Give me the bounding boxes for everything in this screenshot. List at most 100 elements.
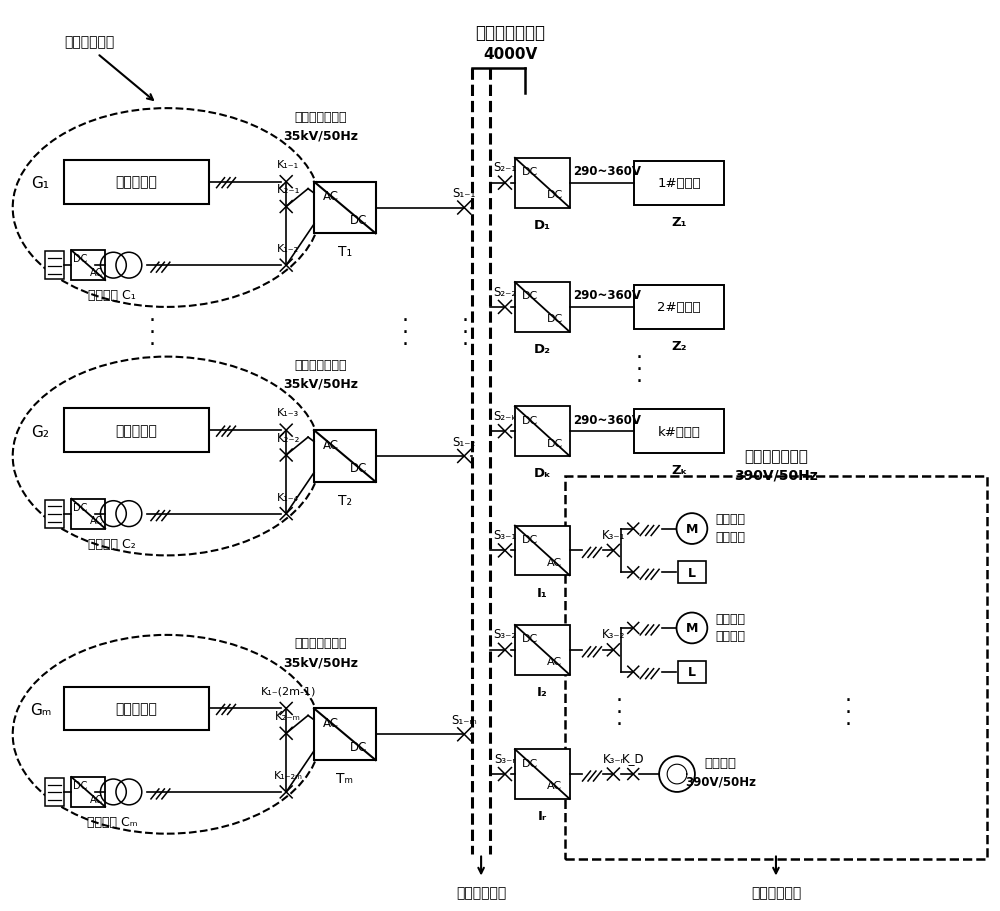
Text: ·: · (636, 348, 643, 368)
Bar (634, 286, 724, 330)
Bar (515, 750, 570, 799)
Text: 低压交流网络: 低压交流网络 (751, 885, 801, 899)
Text: 中压交流子网: 中压交流子网 (64, 36, 115, 49)
Bar (71, 251, 105, 281)
Text: K₁₋₄: K₁₋₄ (277, 492, 299, 502)
Text: AC: AC (89, 793, 103, 804)
Bar (71, 499, 105, 529)
Bar (515, 159, 570, 209)
Text: ·: · (636, 372, 643, 392)
Text: AC: AC (547, 558, 562, 568)
Text: T₁: T₁ (338, 245, 352, 259)
Bar (45, 252, 64, 280)
Text: 新能源场站: 新能源场站 (116, 424, 157, 437)
Text: I₁: I₁ (537, 586, 548, 599)
Text: M: M (686, 523, 698, 536)
Bar (64, 409, 209, 453)
Text: 备用电源: 备用电源 (705, 756, 737, 769)
Text: 390V/50Hz: 390V/50Hz (685, 774, 756, 788)
Text: S₃₋₁: S₃₋₁ (493, 528, 517, 541)
Text: 290~360V: 290~360V (573, 414, 641, 426)
Text: K₂₋ₘ: K₂₋ₘ (275, 709, 301, 722)
Text: 低压交流配电板: 低压交流配电板 (744, 449, 808, 464)
Text: 用电负载: 用电负载 (716, 630, 746, 642)
Bar (515, 407, 570, 456)
Text: K₃₋₂: K₃₋₂ (602, 628, 625, 640)
Text: Z₁: Z₁ (671, 216, 687, 229)
Text: L: L (688, 566, 696, 579)
Text: 390V/50Hz: 390V/50Hz (734, 468, 818, 482)
Text: S₁₋ₘ: S₁₋ₘ (451, 713, 477, 726)
Text: DC: DC (547, 189, 563, 200)
Text: AC: AC (89, 268, 103, 278)
Text: S₃₋ᵣ: S₃₋ᵣ (494, 752, 516, 765)
Text: K₁₋₂: K₁₋₂ (277, 244, 299, 254)
Bar (71, 777, 105, 807)
Text: ·: · (148, 322, 155, 343)
Text: T₂: T₂ (338, 493, 352, 507)
Bar (45, 778, 64, 806)
Text: ·: · (616, 714, 623, 734)
Text: Tₘ: Tₘ (336, 772, 353, 785)
Text: ·: · (845, 702, 852, 722)
Text: DC: DC (73, 254, 88, 264)
Bar (634, 410, 724, 454)
Bar (314, 182, 376, 234)
Text: 290~360V: 290~360V (573, 289, 641, 302)
Text: DC: DC (350, 214, 368, 227)
Text: S₂₋ₖ: S₂₋ₖ (493, 409, 517, 423)
Text: DC: DC (350, 740, 368, 752)
Text: 储能装置 C₂: 储能装置 C₂ (88, 537, 136, 550)
Text: DC: DC (73, 780, 88, 790)
Bar (314, 431, 376, 482)
Text: AC: AC (547, 781, 562, 791)
Text: DC: DC (350, 462, 368, 475)
Text: 辅助生产: 辅助生产 (716, 612, 746, 625)
Text: I₂: I₂ (537, 685, 548, 699)
Text: DC: DC (522, 535, 538, 545)
Bar (64, 160, 209, 204)
Text: AC: AC (323, 189, 339, 203)
Text: DC: DC (522, 758, 538, 768)
Text: ·: · (148, 334, 155, 354)
Text: ·: · (462, 334, 469, 354)
Text: ·: · (462, 311, 469, 331)
Text: K₂₋₂: K₂₋₂ (276, 431, 300, 445)
Bar (314, 709, 376, 761)
Bar (45, 500, 64, 528)
Text: 新能源场站: 新能源场站 (116, 176, 157, 189)
Text: k#电解槽: k#电解槽 (658, 425, 700, 438)
Text: K_D: K_D (622, 751, 645, 763)
Bar (64, 687, 209, 731)
Text: S₂₋₂: S₂₋₂ (493, 285, 517, 298)
Text: G₂: G₂ (32, 425, 50, 439)
Text: 中压交流配电板: 中压交流配电板 (295, 110, 347, 124)
Text: DC: DC (547, 314, 563, 324)
Text: Zₖ: Zₖ (671, 464, 687, 476)
Text: ·: · (402, 334, 409, 354)
Text: Gₘ: Gₘ (30, 702, 51, 717)
Text: ·: · (148, 311, 155, 331)
Text: 中压交流配电板: 中压交流配电板 (295, 359, 347, 372)
Bar (678, 562, 706, 584)
Text: DC: DC (522, 167, 538, 177)
Text: 35kV/50Hz: 35kV/50Hz (284, 377, 359, 391)
Text: ·: · (402, 311, 409, 331)
Text: 中压直流配电板: 中压直流配电板 (475, 24, 545, 42)
Text: K₃₋₁: K₃₋₁ (602, 528, 625, 541)
Text: S₁₋₁: S₁₋₁ (453, 187, 476, 200)
Text: K₁₋₂ₘ: K₁₋₂ₘ (274, 770, 303, 780)
Text: 35kV/50Hz: 35kV/50Hz (284, 656, 359, 669)
Text: S₁₋₂: S₁₋₂ (453, 435, 476, 448)
Text: AC: AC (547, 657, 562, 667)
Text: G₁: G₁ (32, 176, 50, 191)
Bar (515, 282, 570, 333)
Text: M: M (686, 622, 698, 635)
Text: 辅助生产: 辅助生产 (716, 513, 746, 526)
Text: 2#电解槽: 2#电解槽 (657, 301, 701, 314)
Text: K₃₋ᵣ: K₃₋ᵣ (603, 752, 624, 765)
Text: 储能装置 C₁: 储能装置 C₁ (88, 289, 136, 302)
Text: AC: AC (89, 516, 103, 526)
Text: K₁₋₁: K₁₋₁ (277, 159, 299, 169)
Text: 用电负载: 用电负载 (716, 530, 746, 543)
